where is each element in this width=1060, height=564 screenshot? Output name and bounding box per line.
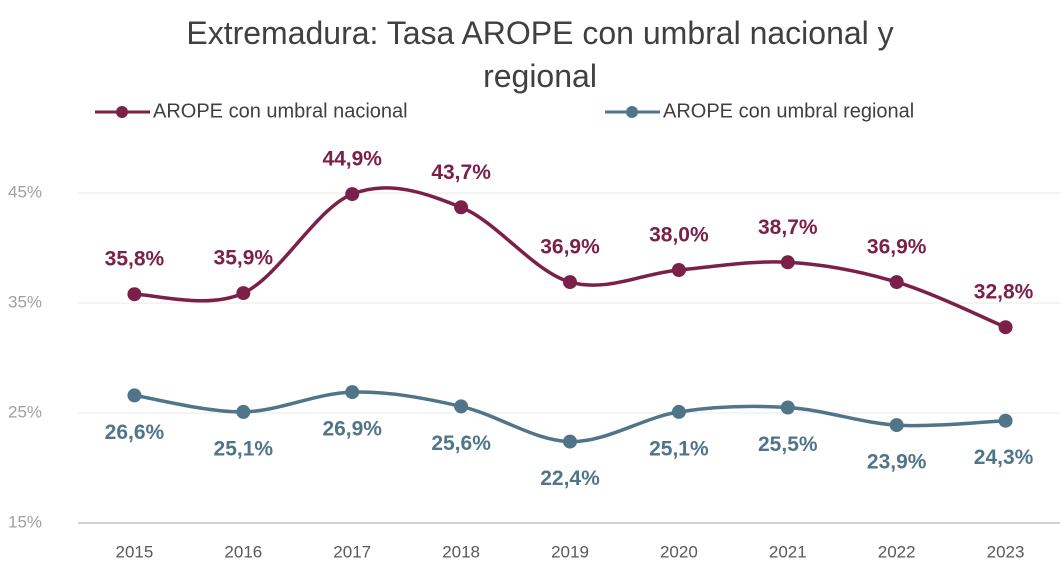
data-point	[454, 399, 469, 414]
data-label: 32,8%	[974, 281, 1034, 304]
x-tick-label: 2016	[224, 542, 262, 561]
data-point	[780, 255, 795, 270]
chart-title: Extremadura: Tasa AROPE con umbral nacio…	[186, 15, 894, 94]
y-tick-label: 35%	[8, 292, 42, 311]
data-label: 25,6%	[431, 432, 491, 455]
x-tick-label: 2020	[660, 542, 698, 561]
data-point	[889, 275, 904, 290]
x-tick-label: 2017	[333, 542, 371, 561]
legend-label: AROPE con umbral regional	[663, 100, 914, 122]
data-point	[563, 434, 577, 449]
series-line	[134, 390, 1006, 444]
data-label: 38,0%	[649, 224, 709, 247]
data-point	[780, 400, 795, 415]
data-label: 36,9%	[540, 236, 600, 259]
data-point	[671, 263, 686, 277]
legend-label: AROPE con umbral nacional	[153, 100, 408, 122]
x-tick-label: 2019	[551, 542, 589, 561]
data-point	[345, 385, 360, 400]
data-label: 26,6%	[105, 421, 165, 444]
y-tick-label: 25%	[8, 402, 42, 421]
data-label: 26,9%	[322, 418, 382, 441]
data-point	[236, 286, 251, 301]
data-label: 35,8%	[105, 248, 165, 271]
data-label: 22,4%	[540, 467, 600, 490]
data-point	[127, 287, 142, 302]
data-label: 38,7%	[758, 216, 818, 239]
data-label: 43,7%	[431, 161, 491, 184]
data-label: 35,9%	[214, 247, 274, 270]
data-label: 23,9%	[867, 451, 927, 474]
data-label: 25,1%	[649, 437, 709, 460]
data-point	[454, 200, 469, 215]
data-label: 36,9%	[867, 236, 927, 259]
x-tick-label: 2023	[987, 542, 1025, 561]
data-point	[671, 404, 686, 419]
y-tick-label: 15%	[8, 512, 42, 531]
legend-marker	[626, 106, 638, 118]
data-point	[127, 388, 142, 403]
data-point	[563, 275, 577, 290]
data-point	[998, 413, 1013, 428]
x-tick-label: 2015	[116, 542, 154, 561]
data-label: 25,5%	[758, 433, 818, 456]
y-tick-label: 45%	[8, 182, 42, 201]
legend-marker	[116, 106, 128, 118]
x-tick-label: 2018	[442, 542, 480, 561]
data-label: 24,3%	[974, 446, 1034, 469]
data-label: 25,1%	[214, 437, 274, 460]
data-point	[889, 418, 904, 433]
data-point	[345, 187, 360, 202]
data-point	[998, 320, 1013, 335]
x-tick-label: 2021	[769, 542, 807, 561]
data-point	[236, 404, 251, 419]
data-label: 44,9%	[322, 148, 382, 171]
x-tick-label: 2022	[878, 542, 916, 561]
